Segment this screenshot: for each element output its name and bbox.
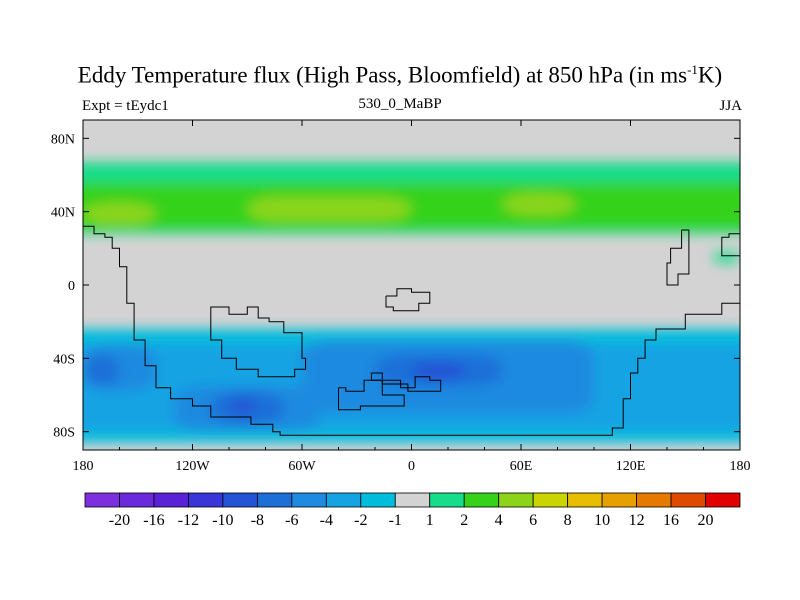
colorbar-label: -4 (320, 512, 333, 529)
chart-title-tail: K) (697, 62, 723, 88)
colorbar-box (119, 492, 155, 508)
colorbar-box (463, 492, 500, 508)
field--6-10 (83, 354, 120, 386)
colorbar-label: -10 (212, 512, 233, 529)
field-4-4 (502, 193, 576, 216)
y-tick-label: 40S (53, 352, 75, 367)
field--8-14 (411, 362, 467, 381)
land-outline-4 (370, 372, 442, 392)
land-outline-5 (666, 229, 690, 286)
colorbar-label: -1 (389, 512, 402, 529)
colorbar-box (532, 492, 569, 508)
y-tick-label: 80N (51, 132, 75, 147)
colorbar-label: -2 (354, 512, 367, 529)
colorbar-box (188, 492, 224, 508)
chart-title: Eddy Temperature flux (High Pass, Bloomf… (0, 62, 800, 89)
colorbar-box (291, 492, 327, 508)
colorbar-box (670, 492, 706, 508)
colorbar-label: 1 (426, 512, 434, 529)
chart-title-superscript: -1 (687, 62, 698, 77)
chart-title-text: Eddy Temperature flux (High Pass, Bloomf… (77, 62, 688, 88)
colorbar-box (498, 492, 534, 508)
field-4-3 (247, 197, 412, 221)
colorbar-label: -16 (143, 512, 164, 529)
field-1-15 (712, 252, 740, 263)
colorbar-label: -20 (109, 512, 130, 529)
y-tick-label: 40N (51, 206, 75, 221)
colorbar-box (601, 492, 637, 508)
field-2-1 (83, 182, 740, 230)
colorbar-label: 20 (698, 512, 714, 529)
land-outline-2 (385, 288, 431, 312)
x-tick-label: 60E (510, 459, 533, 474)
land-outlines (83, 225, 740, 436)
land-outline-1 (210, 306, 307, 378)
colorbar: -20 -16 -12 -10 -8 -6 -4 -2 -1 1 2 4 6 8 10 12 16 20 (84, 492, 741, 529)
land-outline-3 (338, 379, 405, 411)
experiment-label: Expt = tEydc1 (82, 98, 169, 114)
plot-area (83, 120, 740, 450)
season-label: JJA (719, 98, 742, 114)
colorbar-box (84, 492, 120, 508)
colorbar-label: 4 (495, 512, 503, 529)
colorbar-box (222, 492, 258, 508)
colorbar-box (705, 492, 741, 508)
land-outline-6 (721, 233, 740, 257)
colorbar-label: 16 (663, 512, 679, 529)
center-subtitle: 530_0_MaBP (358, 96, 442, 112)
colorbar-box (325, 492, 362, 508)
colorbar-label: 8 (564, 512, 572, 529)
colorbar-label: 10 (594, 512, 610, 529)
colorbar-box (153, 492, 189, 508)
colorbar-box (567, 492, 603, 508)
y-tick-label: 80S (53, 426, 75, 441)
colorbar-box (360, 492, 396, 508)
colorbar-label: 2 (460, 512, 468, 529)
colorbar-box (429, 492, 465, 508)
colorbar-label: -8 (251, 512, 264, 529)
colorbar-box (394, 492, 431, 508)
x-tick-label: 120E (616, 459, 646, 474)
x-tick-label: 120W (175, 459, 210, 474)
colorbar-label: -6 (285, 512, 298, 529)
colorbar-label: 6 (529, 512, 537, 529)
x-tick-label: 0 (408, 459, 415, 474)
colorbar-label: 12 (629, 512, 645, 529)
land-outline-0 (83, 225, 740, 436)
y-tick-label: 0 (68, 279, 75, 294)
axes: 180 120W 60W 0 60E 120E 180 80N 40N 0 40S 80S (51, 119, 751, 474)
field--8-13 (229, 398, 257, 414)
x-tick-label: 180 (73, 459, 94, 474)
colorbar-label: -12 (178, 512, 199, 529)
colorbar-box (256, 492, 293, 508)
x-tick-label: 60W (288, 459, 316, 474)
x-tick-label: 180 (730, 459, 751, 474)
field-4-2 (83, 202, 156, 225)
colorbar-box (636, 492, 672, 508)
